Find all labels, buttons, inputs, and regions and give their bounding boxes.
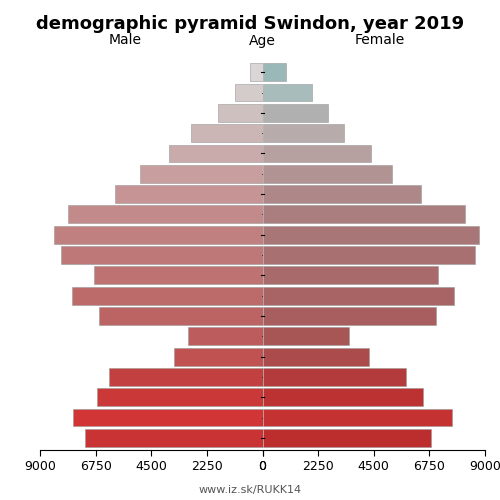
Bar: [262, 165, 392, 182]
Bar: [262, 185, 420, 203]
Text: 80: 80: [262, 106, 278, 120]
Bar: [116, 185, 262, 203]
Bar: [262, 206, 465, 224]
Bar: [262, 104, 328, 122]
Bar: [262, 429, 430, 447]
Text: Female: Female: [355, 34, 405, 48]
Bar: [262, 368, 406, 386]
Text: 70: 70: [262, 147, 278, 160]
Bar: [100, 307, 262, 325]
Bar: [262, 266, 438, 284]
Bar: [236, 84, 262, 102]
Bar: [250, 63, 262, 81]
Bar: [262, 307, 436, 325]
Text: Age: Age: [249, 34, 276, 48]
Bar: [54, 226, 262, 244]
Bar: [174, 348, 262, 366]
Bar: [72, 286, 262, 304]
Bar: [262, 246, 475, 264]
Bar: [61, 246, 262, 264]
Text: 10: 10: [262, 390, 278, 404]
Bar: [262, 226, 479, 244]
Text: 40: 40: [262, 269, 278, 282]
Text: 90: 90: [262, 66, 278, 78]
Text: 0: 0: [262, 432, 270, 444]
Text: 50: 50: [262, 228, 278, 241]
Bar: [168, 144, 262, 162]
Bar: [140, 165, 262, 182]
Bar: [262, 84, 312, 102]
Bar: [262, 328, 349, 345]
Bar: [262, 388, 423, 406]
Text: 30: 30: [262, 310, 278, 322]
Bar: [262, 63, 286, 81]
Bar: [97, 388, 262, 406]
Bar: [94, 266, 262, 284]
Bar: [262, 408, 452, 426]
Bar: [218, 104, 262, 122]
Text: www.iz.sk/RUKK14: www.iz.sk/RUKK14: [198, 485, 302, 495]
Text: 20: 20: [262, 350, 278, 363]
Bar: [262, 144, 372, 162]
Bar: [188, 328, 262, 345]
Bar: [68, 206, 262, 224]
Text: 60: 60: [262, 188, 278, 200]
Bar: [262, 348, 369, 366]
Text: demographic pyramid Swindon, year 2019: demographic pyramid Swindon, year 2019: [36, 15, 464, 33]
Bar: [84, 429, 262, 447]
Bar: [262, 286, 454, 304]
Text: Male: Male: [108, 34, 142, 48]
Bar: [109, 368, 262, 386]
Bar: [262, 124, 344, 142]
Bar: [191, 124, 262, 142]
Bar: [74, 408, 262, 426]
